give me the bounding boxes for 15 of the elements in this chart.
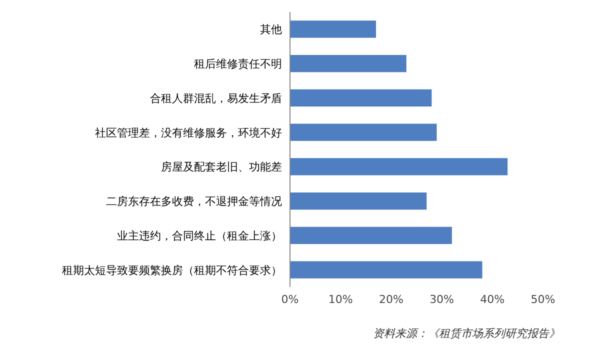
x-tick-label: 20% [378, 293, 404, 306]
x-tick-label: 30% [430, 293, 454, 306]
y-tick-label: 社区管理差，没有维修服务，环境不好 [95, 126, 282, 140]
x-tick-label: 40% [480, 293, 505, 306]
y-tick-label: 房屋及配套老旧、功能差 [161, 160, 282, 174]
x-tick-label: 50% [530, 293, 556, 306]
x-tick-label: 0% [281, 293, 299, 306]
y-tick-label: 租后维修责任不明 [194, 58, 282, 71]
y-tick-label: 业主违约，合同终止（租金上涨） [117, 229, 282, 242]
y-tick-label: 二房东存在多收费，不退押金等情况 [106, 195, 282, 208]
y-tick-label: 租期太短导致要频繁换房（租期不符合要求） [62, 264, 282, 277]
text: 资料来源：《租赁市场系列研究报告》 [373, 327, 560, 340]
y-tick-label: 其他 [260, 23, 282, 36]
y-tick-label: 合租人群混乱，易发生矛盾 [150, 92, 282, 105]
x-tick-label: 10% [328, 293, 353, 306]
